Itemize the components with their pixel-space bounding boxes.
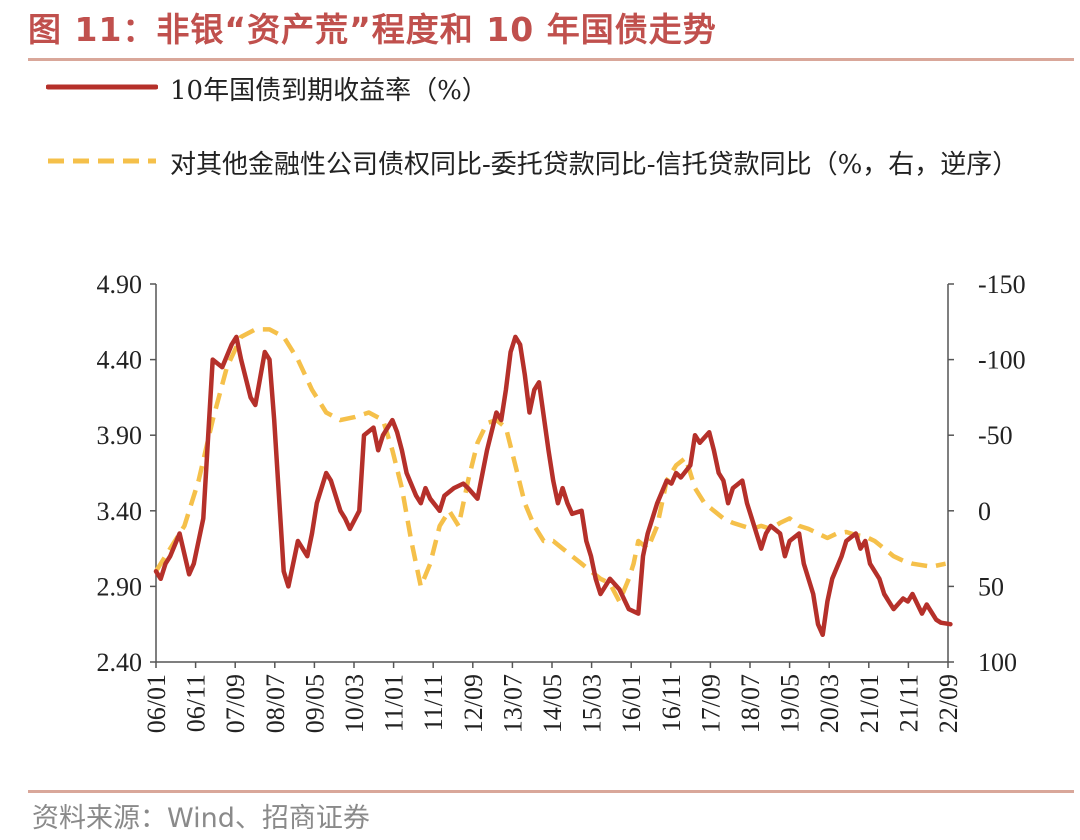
- figure-title: 图 11：非银“资产荒”程度和 10 年国债走势: [28, 10, 717, 49]
- legend-item-asset-shortage: 对其他金融性公司债权同比-委托贷款同比-信托贷款同比（%，右，逆序）: [46, 146, 1066, 184]
- x-tick-label: 11/01: [380, 674, 409, 732]
- title-divider: [28, 58, 1074, 61]
- x-tick-label: 06/11: [182, 674, 211, 732]
- legend-label-asset-shortage: 对其他金融性公司债权同比-委托贷款同比-信托贷款同比（%，右，逆序）: [170, 150, 1019, 180]
- x-tick-label: 13/07: [498, 674, 527, 733]
- x-tick-label: 22/09: [934, 674, 963, 733]
- x-tick-label: 18/07: [736, 674, 765, 733]
- x-tick-label: 15/03: [578, 674, 607, 733]
- left-tick-label: 2.90: [97, 572, 143, 601]
- right-tick-label: 100: [978, 648, 1017, 677]
- x-tick-label: 16/11: [657, 674, 686, 732]
- legend-dashed-line-swatch: [48, 158, 156, 164]
- x-tick-label: 10/03: [340, 674, 369, 733]
- left-tick-label: 2.40: [97, 648, 143, 677]
- x-tick-label: 07/09: [221, 674, 250, 733]
- source-divider: [28, 790, 1074, 793]
- right-tick-label: -150: [978, 270, 1026, 299]
- x-tick-label: 11/11: [419, 674, 448, 731]
- x-tick-label: 21/01: [855, 674, 884, 733]
- x-tick-label: 12/09: [459, 674, 488, 733]
- x-tick-label: 16/01: [617, 674, 646, 733]
- source-note: 资料来源：Wind、招商证券: [32, 803, 370, 834]
- dual-axis-line-chart: 4.90 4.40 3.90 3.40 2.90 2.40 -150 -100 -50 0 50 10…: [97, 270, 1026, 733]
- x-tick-label: 19/05: [776, 674, 805, 733]
- left-tick-label: 4.90: [97, 270, 143, 299]
- right-tick-label: 50: [978, 572, 1004, 601]
- left-tick-label: 4.40: [97, 346, 143, 375]
- x-tick-label: 09/05: [300, 674, 329, 733]
- left-tick-label: 3.90: [97, 421, 143, 450]
- x-tick-label: 14/05: [538, 674, 567, 733]
- legend-item-yield: 10年国债到期收益率（%）: [46, 72, 488, 110]
- x-tick-label: 08/07: [261, 674, 290, 733]
- left-tick-label: 3.40: [97, 497, 143, 526]
- x-tick-label: 20/03: [815, 674, 844, 733]
- legend-solid-line-swatch: [46, 84, 158, 90]
- series-line-yield: [153, 334, 953, 638]
- right-tick-label: 0: [978, 497, 991, 526]
- right-tick-label: -100: [978, 346, 1026, 375]
- x-tick-label: 06/01: [142, 674, 171, 733]
- right-tick-label: -50: [978, 421, 1013, 450]
- x-tick-label: 17/09: [696, 674, 725, 733]
- x-tick-label: 21/11: [894, 674, 923, 732]
- legend-label-yield: 10年国债到期收益率（%）: [170, 76, 488, 106]
